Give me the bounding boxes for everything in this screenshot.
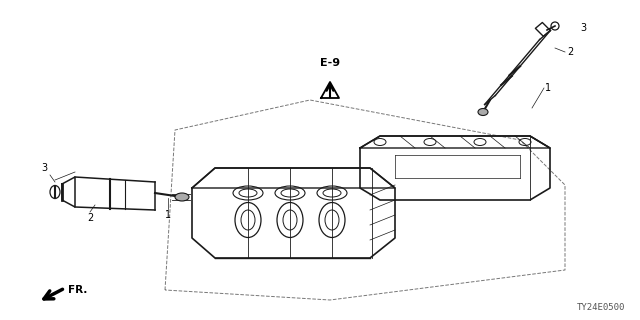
Text: 2: 2 bbox=[87, 213, 93, 223]
Text: FR.: FR. bbox=[68, 285, 88, 295]
Text: 3: 3 bbox=[580, 23, 586, 33]
Text: 1: 1 bbox=[545, 83, 551, 93]
Text: TY24E0500: TY24E0500 bbox=[577, 303, 625, 312]
Text: 2: 2 bbox=[567, 47, 573, 57]
Text: E-9: E-9 bbox=[320, 58, 340, 68]
Ellipse shape bbox=[175, 193, 189, 201]
Text: 3: 3 bbox=[41, 163, 47, 173]
Ellipse shape bbox=[478, 108, 488, 116]
Text: 1: 1 bbox=[165, 210, 171, 220]
